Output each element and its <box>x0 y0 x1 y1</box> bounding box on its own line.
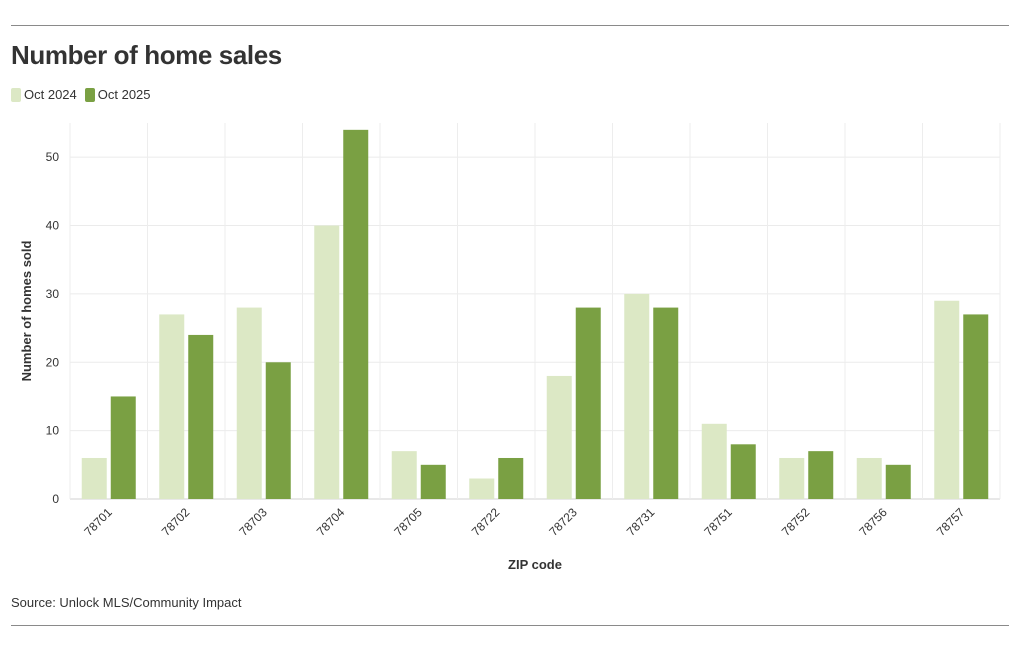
source-note: Source: Unlock MLS/Community Impact <box>11 595 242 610</box>
y-tick-label: 10 <box>46 424 60 438</box>
bar-oct-2024-78731[interactable] <box>624 293 650 499</box>
y-tick-label: 50 <box>46 150 60 164</box>
top-rule <box>11 25 1009 26</box>
x-tick-label-78723: 78723 <box>546 505 580 539</box>
bar-oct-2025-78701[interactable] <box>110 396 136 499</box>
bar-oct-2024-78722[interactable] <box>469 478 495 499</box>
y-axis-title: Number of homes sold <box>19 241 34 382</box>
x-tick-label-78704: 78704 <box>314 505 348 539</box>
y-tick-label: 20 <box>46 355 60 369</box>
bar-oct-2024-78756[interactable] <box>856 457 882 499</box>
bar-oct-2025-78752[interactable] <box>808 451 834 499</box>
bar-oct-2024-78702[interactable] <box>159 314 185 499</box>
y-tick-label: 0 <box>52 492 59 506</box>
bar-oct-2025-78704[interactable] <box>343 129 369 499</box>
bar-oct-2025-78705[interactable] <box>420 464 446 499</box>
legend-label-oct-2025: Oct 2025 <box>97 87 151 102</box>
x-tick-label-78757: 78757 <box>934 505 968 539</box>
x-axis-ticks: 78701 78702 78703 78704 78705 78722 78723 78731… <box>81 505 967 539</box>
bar-oct-2024-78751[interactable] <box>701 423 727 499</box>
bars <box>81 129 989 499</box>
bar-oct-2024-78703[interactable] <box>236 307 262 499</box>
bottom-rule <box>11 625 1009 626</box>
bar-oct-2024-78757[interactable] <box>934 300 960 499</box>
x-tick-label-78752: 78752 <box>779 505 813 539</box>
legend-swatch-oct-2024 <box>11 87 21 102</box>
chart-title: Number of home sales <box>11 40 282 70</box>
bar-oct-2025-78757[interactable] <box>963 314 989 499</box>
legend-item-oct-2024[interactable]: Oct 2024 <box>11 87 77 102</box>
bar-oct-2025-78702[interactable] <box>188 334 214 499</box>
x-axis-title: ZIP code <box>508 557 562 572</box>
bar-oct-2024-78752[interactable] <box>779 457 805 499</box>
bar-oct-2024-78701[interactable] <box>81 457 107 499</box>
legend-swatch-oct-2025 <box>84 87 95 102</box>
y-tick-label: 40 <box>46 219 60 233</box>
gridlines <box>69 123 1001 500</box>
legend: Oct 2024 Oct 2025 <box>11 87 159 102</box>
bar-oct-2024-78705[interactable] <box>391 451 417 499</box>
bar-oct-2025-78731[interactable] <box>653 307 679 499</box>
bar-oct-2025-78703[interactable] <box>265 362 291 499</box>
legend-label-oct-2024: Oct 2024 <box>24 87 77 102</box>
bar-oct-2025-78756[interactable] <box>885 464 911 499</box>
bar-oct-2025-78751[interactable] <box>730 444 756 499</box>
bar-oct-2025-78722[interactable] <box>498 457 524 499</box>
x-tick-label-78756: 78756 <box>856 505 890 539</box>
x-tick-label-78731: 78731 <box>624 505 658 539</box>
bar-oct-2024-78723[interactable] <box>546 375 572 499</box>
x-tick-label-78751: 78751 <box>701 505 735 539</box>
bar-oct-2025-78723[interactable] <box>575 307 601 499</box>
x-tick-label-78702: 78702 <box>159 505 193 539</box>
y-axis-ticks: 0 10 20 30 40 50 <box>46 150 60 506</box>
y-tick-label: 30 <box>46 287 60 301</box>
legend-item-oct-2025[interactable]: Oct 2025 <box>84 87 151 102</box>
x-tick-label-78701: 78701 <box>81 505 115 539</box>
x-tick-label-78703: 78703 <box>236 505 270 539</box>
x-tick-label-78722: 78722 <box>469 505 503 539</box>
bar-oct-2024-78704[interactable] <box>314 225 340 499</box>
x-tick-label-78705: 78705 <box>391 505 425 539</box>
